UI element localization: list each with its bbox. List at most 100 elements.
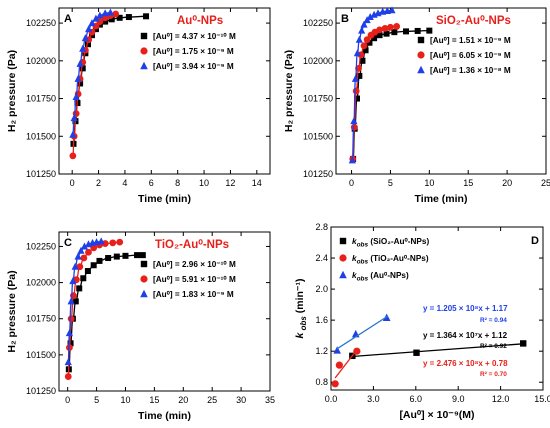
data-point: [352, 87, 360, 95]
x-axis-label: Time (min): [138, 193, 191, 205]
legend-label: [Au⁰] = 3.94 × 10⁻⁹ M: [153, 62, 234, 71]
panel-letter: A: [64, 13, 72, 25]
y-tick-label: 101500: [26, 131, 56, 141]
fit-curve: [352, 25, 397, 160]
data-point: [105, 255, 112, 262]
data-point: [69, 152, 77, 160]
plot-frame: [58, 7, 271, 175]
data-point: [354, 95, 360, 102]
data-point: [67, 315, 75, 323]
data-point: [403, 28, 409, 35]
data-point: [108, 16, 115, 23]
data-point: [388, 6, 396, 14]
x-tick-label: 5: [388, 178, 393, 188]
y-axis-label: H₂ pressure (Pa): [6, 50, 18, 132]
x-tick-label: 2: [96, 178, 101, 188]
data-point: [376, 26, 383, 34]
x-tick-label: 10: [424, 178, 434, 188]
x-tick-label: 15: [463, 178, 473, 188]
data-point: [79, 44, 87, 52]
legend: [Au⁰] = 2.96 × 10⁻¹⁰ M [Au⁰] = 5.91 × 10⁻…: [140, 260, 236, 299]
data-point: [112, 10, 120, 18]
data-point: [134, 252, 141, 259]
x-tick-label: 0: [349, 178, 354, 188]
data-point: [80, 254, 88, 262]
series-3: [64, 237, 105, 366]
legend-label: [Au⁰] = 2.96 × 10⁻¹⁰ M: [153, 260, 236, 269]
data-point: [520, 340, 527, 347]
y-tick-label: 0.8: [315, 377, 328, 387]
y-tick-label: 101500: [303, 131, 333, 141]
panel-letter: D: [531, 235, 539, 247]
x-tick-label: 0.0: [325, 394, 338, 404]
fit-equation: y = 2.476 × 10⁸x + 0.78: [423, 359, 508, 368]
x-tick-label: 14: [252, 178, 262, 188]
data-point: [101, 9, 109, 17]
legend-marker: [417, 65, 425, 74]
data-point: [393, 23, 401, 30]
legend-label: kobs (TiO₂-Au⁰-NPs): [352, 254, 429, 266]
y-axis-label: k obs (min⁻¹): [294, 279, 308, 339]
legend-label: [Au⁰] = 1.75 × 10⁻⁹ M: [153, 47, 234, 56]
data-point: [331, 380, 339, 388]
y-tick-label: 101250: [26, 386, 56, 396]
y-tick-label: 102000: [26, 56, 56, 66]
data-point: [414, 27, 421, 34]
x-tick-label: 0: [70, 178, 75, 188]
legend-label: [Au⁰] = 6.05 × 10⁻⁹ M: [430, 51, 511, 60]
legend-label: kobs (Au⁰-NPs): [352, 271, 409, 283]
data-point: [101, 240, 109, 247]
legend-marker: [417, 51, 425, 59]
plot-frame: [335, 7, 547, 175]
fit-equation: y = 1.205 × 10⁸x + 1.17: [423, 304, 508, 313]
legend-label: [Au⁰] = 4.37 × 10⁻¹⁰ M: [153, 32, 236, 41]
legend: [Au⁰] = 4.37 × 10⁻¹⁰ M [Au⁰] = 1.75 × 10⁻…: [140, 32, 236, 71]
data-point: [106, 8, 115, 16]
fit-line: [334, 348, 359, 379]
data-point: [88, 19, 96, 27]
series-3: [348, 6, 396, 164]
x-tick-label: 20: [502, 178, 512, 188]
data-point: [102, 18, 109, 25]
fit-r2: R² = 0.70: [480, 371, 507, 378]
legend-label: [Au⁰] = 1.51 × 10⁻⁹ M: [430, 36, 511, 45]
y-tick-label: 102000: [303, 56, 333, 66]
x-tick-label: 12: [225, 178, 235, 188]
data-point: [96, 11, 104, 19]
data-point: [67, 297, 75, 305]
legend-marker: [339, 270, 347, 279]
fit-curve: [68, 254, 143, 370]
legend-marker: [339, 254, 347, 262]
x-tick-label: 15: [149, 395, 159, 405]
x-tick-label: 25: [207, 395, 217, 405]
legend: kobs (SiO₂-Au⁰-NPs) kobs (TiO₂-Au⁰-NPs) ko…: [339, 237, 429, 283]
data-point: [77, 80, 84, 87]
data-point: [333, 346, 341, 354]
fit-line: [336, 315, 388, 350]
data-point: [139, 252, 146, 259]
data-point: [348, 156, 356, 164]
x-axis-label: Time (min): [138, 410, 191, 422]
x-tick-label: 15.0: [534, 394, 550, 404]
data-point: [76, 59, 84, 67]
data-point: [362, 47, 369, 54]
data-point: [96, 257, 103, 264]
y-tick-label: 2.4: [315, 253, 328, 263]
x-tick-label: 6.0: [410, 394, 423, 404]
panel-title: Au⁰-NPs: [177, 14, 223, 27]
x-tick-label: 6: [149, 178, 154, 188]
fit-r2: R² = 0.92: [480, 343, 507, 350]
data-point: [360, 20, 368, 28]
x-tick-label: 35: [265, 395, 275, 405]
chart-panel-c: 0 5 10 15 20 25 30 35 101250 101500 101750 102000 10…: [6, 231, 275, 422]
data-point: [97, 237, 105, 245]
legend-marker: [140, 32, 148, 40]
y-tick-label: 2.8: [315, 222, 328, 232]
y-tick-label: 101250: [26, 169, 56, 179]
data-point: [70, 114, 78, 122]
data-point: [79, 65, 86, 72]
data-point: [376, 32, 383, 39]
fit-line: [352, 343, 524, 358]
data-point: [109, 239, 117, 247]
